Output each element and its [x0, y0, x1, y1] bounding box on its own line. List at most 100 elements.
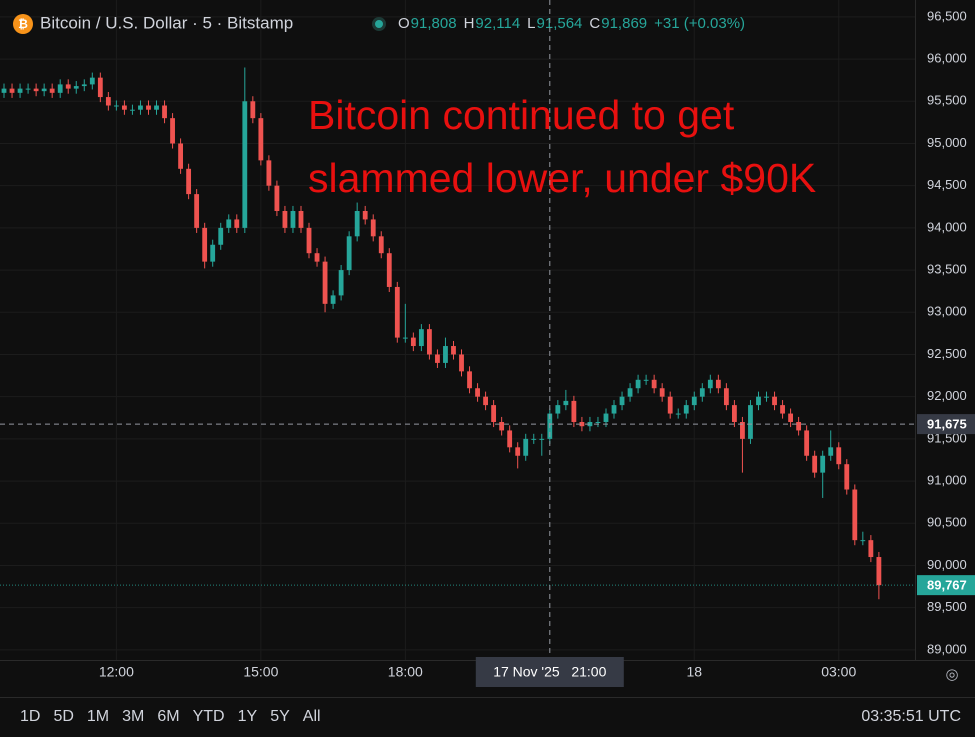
candle-body [844, 464, 850, 490]
candle-body [699, 388, 705, 397]
candle-body [418, 329, 424, 347]
candle-body [394, 286, 400, 338]
candle-body [338, 270, 344, 296]
candle-body [603, 413, 609, 422]
ohlc-value: 91,869 [601, 15, 647, 32]
range-button[interactable]: 1D [20, 708, 40, 725]
candle-body [435, 354, 440, 363]
range-button[interactable]: 6M [157, 708, 179, 725]
x-tick-label: 18 [686, 664, 702, 680]
candle-body [876, 557, 882, 586]
candle-body [162, 105, 167, 119]
candle-body [346, 236, 352, 271]
crosshair-price-label: 91,675 [927, 417, 967, 432]
y-tick-label: 96,500 [927, 8, 967, 23]
candle-body [89, 77, 95, 85]
y-tick-label: 91,000 [927, 473, 967, 488]
candle-body [386, 253, 392, 287]
ohlc-key: C [589, 15, 600, 32]
candle-body [41, 88, 47, 92]
range-button[interactable]: 1Y [238, 708, 258, 725]
range-button[interactable]: All [303, 708, 321, 725]
candle-body [330, 295, 336, 304]
crosshair-time-label: 17 Nov '25 21:00 [493, 664, 606, 680]
y-tick-label: 92,500 [927, 346, 967, 361]
candle-body [443, 346, 448, 363]
candle-body [675, 413, 681, 415]
candle-body [274, 185, 280, 211]
candle-body [290, 210, 296, 228]
candle-body [852, 489, 858, 541]
candle-body [218, 227, 224, 245]
ohlc-key: L [527, 15, 535, 32]
candle-body [555, 405, 561, 414]
candle-body [740, 421, 745, 439]
candle-body [780, 405, 785, 414]
y-tick-label: 93,000 [927, 304, 967, 319]
candle-body [507, 430, 513, 448]
range-button[interactable]: 3M [122, 708, 144, 725]
y-tick-label: 94,000 [927, 219, 967, 234]
x-tick-label: 12:00 [99, 664, 134, 680]
candle-body [723, 388, 729, 406]
x-tick-label: 18:00 [388, 664, 423, 680]
candle-body [146, 105, 151, 110]
candle-body [154, 105, 159, 110]
candle-body [451, 346, 456, 355]
last-price-box [917, 575, 975, 596]
candle-body [804, 430, 810, 456]
candle-body [282, 210, 288, 228]
annotation: Bitcoin continued to get [308, 92, 735, 138]
candle-body [683, 405, 689, 414]
candle-body [812, 455, 818, 473]
range-button[interactable]: YTD [193, 708, 225, 725]
x-tick-label: 03:00 [821, 664, 856, 680]
y-tick-label: 96,000 [927, 51, 967, 66]
y-tick-label: 95,000 [927, 135, 967, 150]
candle-body [186, 168, 192, 195]
candle-body [378, 236, 384, 254]
candle-body [788, 413, 793, 422]
candle-body [868, 540, 874, 558]
y-tick-label: 89,000 [927, 641, 967, 656]
candle-body [97, 77, 103, 98]
candle-body [81, 84, 87, 87]
ohlc-change: +31 (+0.03%) [654, 15, 745, 32]
y-tick-label: 92,000 [927, 388, 967, 403]
candle-body [210, 244, 216, 262]
ohlc-value: 91,808 [411, 15, 457, 32]
candle-body [25, 88, 31, 90]
candle-body [33, 88, 39, 92]
annotation: slammed lower, under $90K [308, 155, 816, 201]
settings-icon[interactable]: ◎ [945, 666, 958, 683]
ohlc-key: H [464, 15, 475, 32]
bitcoin-icon [13, 14, 33, 34]
candle-body [194, 194, 200, 228]
candle-body [515, 447, 521, 456]
candle-body [651, 379, 657, 389]
candle-body [234, 219, 240, 228]
candle-body [595, 421, 601, 423]
candle-body [483, 396, 488, 406]
candle-body [1, 88, 7, 93]
candle-body [65, 84, 71, 89]
candle-body [732, 405, 737, 422]
candle-body [523, 438, 529, 456]
candle-body [491, 405, 497, 422]
x-tick-label: 15:00 [243, 664, 278, 680]
candle-body [659, 388, 665, 397]
candle-body [410, 337, 416, 347]
candle-body [250, 101, 256, 119]
candle-body [130, 109, 135, 111]
candle-body [322, 261, 328, 304]
crosshair-time-box [475, 657, 624, 687]
candle-body [619, 396, 625, 406]
y-tick-label: 95,500 [927, 93, 967, 108]
range-button[interactable]: 5Y [270, 708, 290, 725]
range-button[interactable]: 5D [53, 708, 73, 725]
candle-body [748, 405, 753, 439]
range-button[interactable]: 1M [87, 708, 109, 725]
candle-body [170, 118, 175, 144]
